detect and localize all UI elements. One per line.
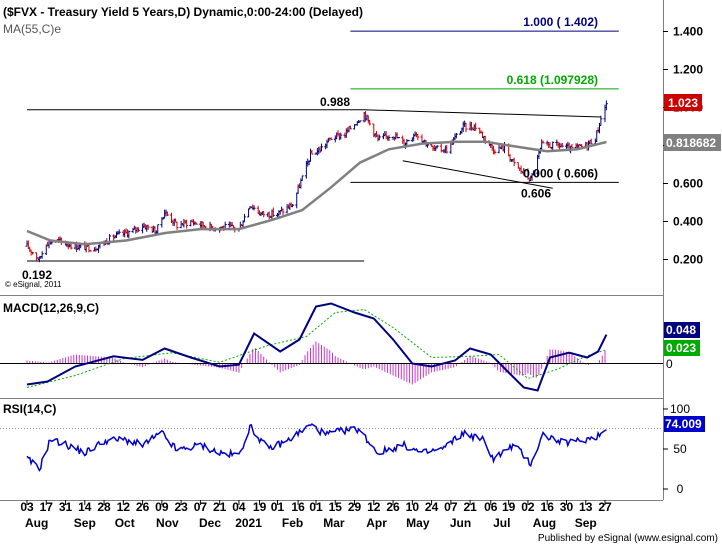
macd-signal-line bbox=[26, 308, 607, 388]
rsi-axis-label: 100 bbox=[670, 402, 690, 416]
price-trendline bbox=[364, 109, 601, 118]
time-axis-month-label: Apr bbox=[366, 516, 387, 530]
time-axis: 03 17 31 14 28 12 26 09 23 07 21 04 19 01 16 01 15 29 12 26… bbox=[20, 500, 612, 530]
time-axis-day-label: 13 bbox=[579, 500, 593, 514]
signal-last-value: 0.023 bbox=[666, 341, 696, 355]
time-axis-day-label: 07 bbox=[444, 500, 458, 514]
macd-last-badge: 0.048 bbox=[664, 322, 700, 338]
time-axis-month-label: Oct bbox=[115, 516, 135, 530]
time-axis-day-label: 19 bbox=[502, 500, 516, 514]
rsi-axis-label: 50 bbox=[673, 442, 687, 456]
price-level-label: 0.606 bbox=[521, 186, 551, 200]
macd-title: MACD(12,26,9,C) bbox=[3, 301, 99, 315]
time-axis-day-label: 10 bbox=[406, 500, 420, 514]
price-trendline bbox=[402, 160, 553, 189]
time-axis-day-label: 27 bbox=[598, 500, 612, 514]
time-axis-day-label: 03 bbox=[20, 500, 34, 514]
time-axis-day-label: 30 bbox=[560, 500, 574, 514]
rsi-axis: 0 50 100 bbox=[663, 402, 690, 496]
time-axis-month-label: Dec bbox=[199, 516, 221, 530]
time-axis-day-label: 24 bbox=[425, 500, 439, 514]
rsi-title: RSI(14,C) bbox=[3, 402, 56, 416]
rsi-axis-label: 0 bbox=[677, 482, 684, 496]
time-axis-day-label: 17 bbox=[40, 500, 54, 514]
price-axis-label: 0.600 bbox=[673, 177, 703, 191]
time-axis-day-label: 16 bbox=[541, 500, 555, 514]
time-axis-day-label: 01 bbox=[309, 500, 323, 514]
time-axis-day-label: 07 bbox=[194, 500, 208, 514]
time-axis-day-label: 02 bbox=[521, 500, 535, 514]
macd-histogram bbox=[26, 341, 606, 385]
time-axis-day-label: 19 bbox=[253, 500, 267, 514]
time-axis-month-label: 2021 bbox=[235, 516, 262, 530]
price-level-label: 0.988 bbox=[320, 95, 350, 109]
macd-zero-label: 0 bbox=[666, 357, 673, 371]
time-axis-day-label: 21 bbox=[463, 500, 477, 514]
price-axis-label: 1.400 bbox=[673, 25, 703, 39]
time-axis-month-label: Sep bbox=[575, 516, 597, 530]
time-axis-day-label: 16 bbox=[291, 500, 305, 514]
rsi-last-value: 74.009 bbox=[665, 417, 702, 431]
time-axis-month-label: Aug bbox=[533, 516, 556, 530]
rsi-last-badge: 74.009 bbox=[664, 416, 705, 432]
ma-last-badge: 0.818682 bbox=[664, 134, 721, 151]
time-axis-day-label: 15 bbox=[329, 500, 343, 514]
time-axis-month-label: Feb bbox=[282, 516, 303, 530]
price-last-value: 1.023 bbox=[668, 96, 698, 110]
price-level-label: 0.192 bbox=[22, 268, 52, 282]
price-level-lines bbox=[27, 30, 619, 262]
chart-title: ($FVX - Treasury Yield 5 Years,D) Dynami… bbox=[3, 5, 363, 19]
time-axis-day-label: 29 bbox=[348, 500, 362, 514]
price-axis-label: 0.400 bbox=[673, 215, 703, 229]
price-last-badge: 1.023 bbox=[664, 94, 702, 111]
time-axis-day-label: 28 bbox=[97, 500, 111, 514]
rsi-line bbox=[26, 423, 607, 472]
time-axis-month-label: Jun bbox=[450, 516, 471, 530]
macd-line bbox=[26, 302, 608, 392]
time-axis-day-label: 14 bbox=[78, 500, 92, 514]
ma-last-value: 0.818682 bbox=[666, 136, 716, 150]
footer-credit: Published by eSignal (www.esignal.com) bbox=[538, 533, 718, 544]
price-level-label: 0.000 ( 0.606) bbox=[523, 166, 598, 180]
time-axis-day-label: 04 bbox=[232, 500, 246, 514]
time-axis-month-label: Jul bbox=[493, 516, 510, 530]
time-axis-day-label: 21 bbox=[213, 500, 227, 514]
time-axis-day-label: 31 bbox=[59, 500, 73, 514]
time-axis-month-label: Aug bbox=[25, 516, 48, 530]
time-axis-month-label: May bbox=[406, 516, 430, 530]
macd-last-value: 0.048 bbox=[666, 323, 696, 337]
time-axis-day-label: 23 bbox=[174, 500, 188, 514]
price-trendlines bbox=[364, 109, 601, 189]
price-level-label: 0.618 (1.097928) bbox=[507, 73, 598, 87]
price-level-label: 1.000 ( 1.402) bbox=[523, 15, 598, 29]
time-axis-month-label: Nov bbox=[156, 516, 179, 530]
ma-legend: MA(55,C)e bbox=[3, 22, 61, 36]
ma-line bbox=[26, 140, 607, 246]
price-level-labels: 0.192 0.988 0.606 0.000 ( 0.606) 0.618 (1.09… bbox=[22, 15, 598, 282]
time-axis-day-label: 01 bbox=[271, 500, 285, 514]
time-axis-day-label: 09 bbox=[155, 500, 169, 514]
price-axis-label: 1.200 bbox=[673, 63, 703, 77]
signal-last-badge: 0.023 bbox=[664, 340, 700, 356]
price-axis-label: 0.200 bbox=[673, 253, 703, 267]
time-axis-month-label: Mar bbox=[323, 516, 345, 530]
time-axis-month-label: Sep bbox=[74, 516, 96, 530]
time-axis-day-label: 06 bbox=[484, 500, 498, 514]
watermark: © eSignal, 2011 bbox=[5, 280, 62, 289]
time-axis-day-label: 26 bbox=[136, 500, 150, 514]
time-axis-day-label: 12 bbox=[367, 500, 381, 514]
panel-frames bbox=[0, 0, 664, 501]
time-axis-day-label: 26 bbox=[386, 500, 400, 514]
time-axis-day-label: 12 bbox=[117, 500, 131, 514]
